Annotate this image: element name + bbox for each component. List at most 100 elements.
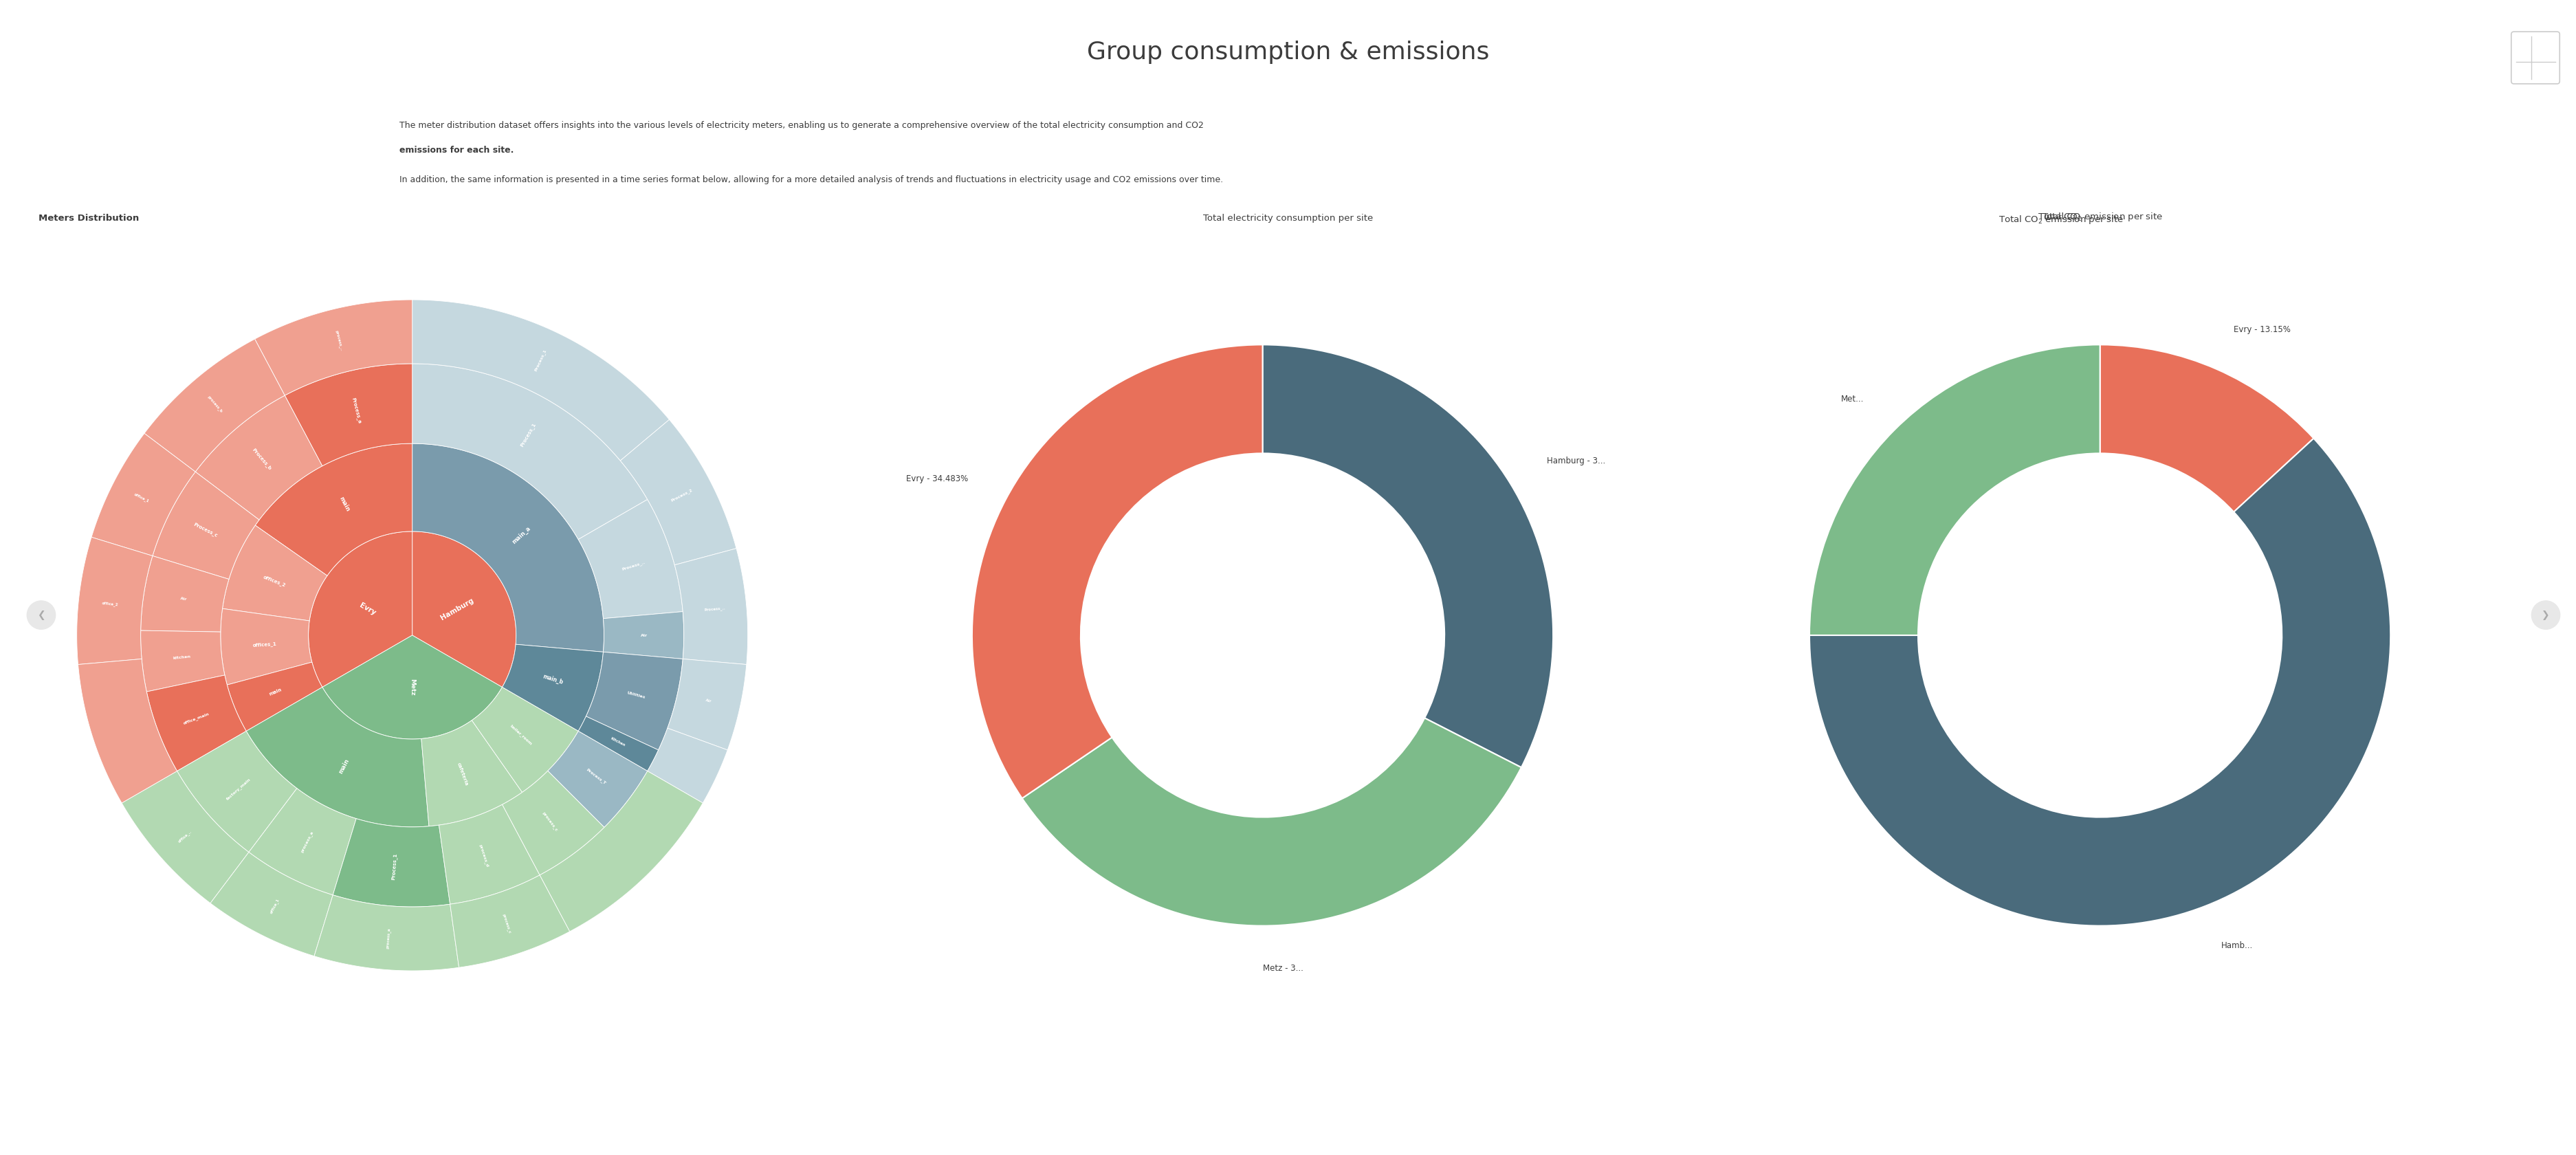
Polygon shape <box>178 731 296 852</box>
Polygon shape <box>211 852 332 956</box>
Text: Process_c: Process_c <box>193 522 219 538</box>
Polygon shape <box>77 658 178 803</box>
Polygon shape <box>247 687 428 827</box>
Text: Hamb...: Hamb... <box>2221 941 2251 951</box>
Text: In addition, the same information is presented in a time series format below, al: In addition, the same information is pre… <box>399 176 1224 185</box>
Text: offices_1: offices_1 <box>252 641 276 648</box>
Polygon shape <box>255 300 412 395</box>
Polygon shape <box>412 364 647 539</box>
Text: boiler_room: boiler_room <box>510 724 533 746</box>
Text: Process_T: Process_T <box>585 767 605 785</box>
Text: Total CO: Total CO <box>2043 213 2079 222</box>
Text: Process_1: Process_1 <box>520 422 536 447</box>
Wedge shape <box>1808 344 2099 635</box>
Text: ❯: ❯ <box>2540 610 2550 620</box>
Polygon shape <box>332 819 451 907</box>
Polygon shape <box>322 635 502 739</box>
Text: Process_..: Process_.. <box>621 560 644 572</box>
Polygon shape <box>314 895 459 970</box>
Polygon shape <box>142 631 224 692</box>
Text: Process_..: Process_.. <box>703 606 726 612</box>
Polygon shape <box>309 531 412 687</box>
Text: process_d: process_d <box>479 843 489 867</box>
Polygon shape <box>412 300 670 461</box>
Text: Process_b: Process_b <box>250 447 273 471</box>
Text: Total electricity consumption per site: Total electricity consumption per site <box>1203 214 1373 223</box>
Text: main: main <box>337 495 350 513</box>
Wedge shape <box>1262 344 1553 767</box>
Text: Air: Air <box>641 634 647 636</box>
Text: main_b: main_b <box>541 673 564 686</box>
Text: Air: Air <box>180 597 188 602</box>
Text: Meters Distribution: Meters Distribution <box>39 214 139 223</box>
Text: process_b: process_b <box>206 395 224 413</box>
Polygon shape <box>667 658 747 750</box>
Text: office_2: office_2 <box>103 601 118 606</box>
Text: Air: Air <box>706 699 711 703</box>
Polygon shape <box>412 444 603 651</box>
Polygon shape <box>621 419 737 565</box>
Text: cafeteria: cafeteria <box>456 762 469 787</box>
Polygon shape <box>152 471 260 579</box>
Text: main: main <box>337 758 350 775</box>
Text: main_a: main_a <box>510 526 531 545</box>
Text: office_main: office_main <box>183 711 209 725</box>
Text: Process_1: Process_1 <box>392 852 397 880</box>
Polygon shape <box>438 805 538 904</box>
Text: The meter distribution dataset offers insights into the various levels of electr: The meter distribution dataset offers in… <box>399 121 1203 131</box>
Polygon shape <box>538 772 703 931</box>
Polygon shape <box>502 644 603 731</box>
Polygon shape <box>577 499 683 619</box>
Text: Evry - 13.15%: Evry - 13.15% <box>2233 326 2290 334</box>
Text: Process_a: Process_a <box>350 397 361 424</box>
Text: offices_2: offices_2 <box>263 574 286 588</box>
Text: Total CO$_{2}$ emission per site: Total CO$_{2}$ emission per site <box>1999 214 2123 225</box>
Polygon shape <box>227 662 322 731</box>
Circle shape <box>26 601 57 629</box>
Text: Kitchen: Kitchen <box>611 737 626 747</box>
Polygon shape <box>250 789 355 895</box>
Text: process_c: process_c <box>541 811 559 832</box>
Polygon shape <box>90 433 196 556</box>
Polygon shape <box>549 731 647 827</box>
Text: Evry: Evry <box>358 602 376 617</box>
Polygon shape <box>577 716 659 772</box>
Text: office_1: office_1 <box>134 492 149 504</box>
Polygon shape <box>142 556 229 632</box>
Text: process_a: process_a <box>386 927 392 948</box>
Text: Process_1: Process_1 <box>533 349 546 372</box>
Text: main: main <box>268 687 283 696</box>
Wedge shape <box>2099 344 2313 512</box>
Wedge shape <box>1808 439 2391 926</box>
Polygon shape <box>451 875 569 968</box>
Wedge shape <box>1023 718 1520 926</box>
Polygon shape <box>471 687 577 792</box>
Polygon shape <box>222 526 327 620</box>
Text: ❮: ❮ <box>36 610 46 620</box>
Text: Evry - 34.483%: Evry - 34.483% <box>907 475 969 484</box>
Polygon shape <box>603 612 683 658</box>
Polygon shape <box>77 537 152 664</box>
Polygon shape <box>422 721 523 826</box>
Text: Utilities: Utilities <box>626 691 647 699</box>
Text: Process_2: Process_2 <box>670 487 693 502</box>
Circle shape <box>2530 601 2561 629</box>
Polygon shape <box>255 444 412 575</box>
Text: Metz - 3...: Metz - 3... <box>1262 963 1303 973</box>
Polygon shape <box>502 770 605 875</box>
Text: Total CO$_2$ emission per site: Total CO$_2$ emission per site <box>2038 210 2161 223</box>
Text: office_..: office_.. <box>178 829 193 843</box>
Polygon shape <box>286 364 412 465</box>
Polygon shape <box>412 531 515 687</box>
Text: Met...: Met... <box>1842 395 1862 404</box>
Wedge shape <box>971 344 1262 798</box>
Text: Hamburg: Hamburg <box>440 597 474 621</box>
Text: office_1: office_1 <box>268 897 281 914</box>
Text: Group consumption & emissions: Group consumption & emissions <box>1087 40 1489 64</box>
Text: Hamburg - 3...: Hamburg - 3... <box>1546 456 1605 465</box>
Polygon shape <box>675 549 747 664</box>
Text: process_..: process_.. <box>335 330 343 351</box>
Polygon shape <box>121 772 250 903</box>
Text: Metz: Metz <box>410 679 415 695</box>
Polygon shape <box>147 676 247 772</box>
